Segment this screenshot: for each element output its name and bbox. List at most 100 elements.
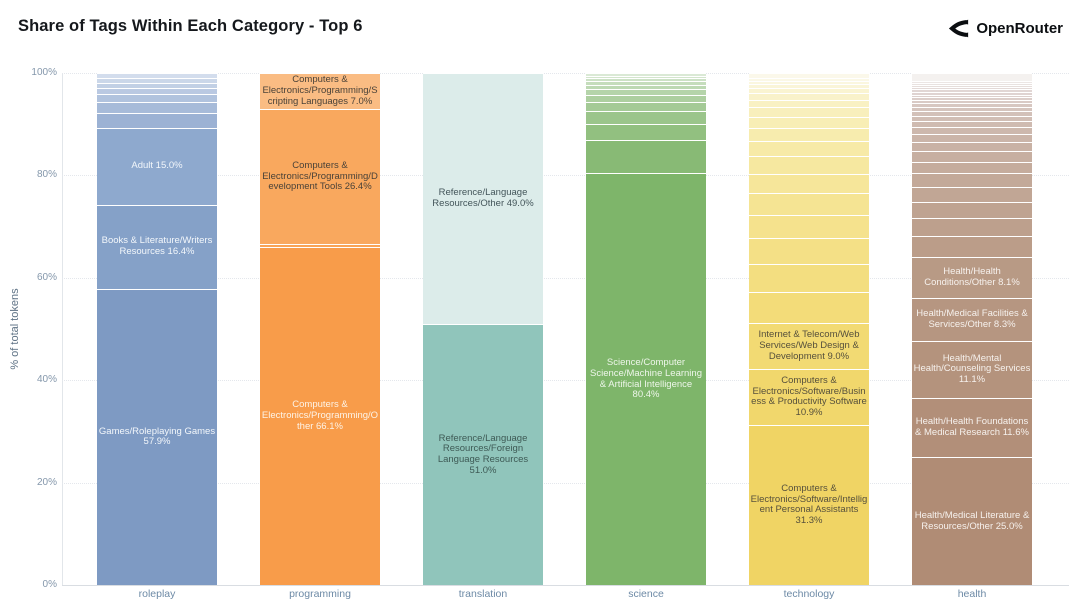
bar-segment[interactable]: Adult 15.0% [97, 127, 217, 205]
bar-segment[interactable]: Science/Computer Science/Machine Learnin… [586, 173, 706, 585]
bar-segment[interactable] [912, 133, 1032, 143]
bar-segment[interactable]: Computers & Electronics/Programming/Othe… [260, 246, 380, 585]
segment-label: Health/Health Foundations & Medical Rese… [915, 416, 1029, 438]
bar-segment[interactable] [97, 87, 217, 94]
brand-name: OpenRouter [976, 20, 1063, 37]
bar-segment[interactable]: Health/Mental Health/Counseling Services… [912, 340, 1032, 398]
bar-segment[interactable] [97, 113, 217, 128]
bar-segment[interactable] [912, 186, 1032, 202]
bar-segment[interactable] [586, 78, 706, 82]
bar-segment[interactable]: Games/Roleplaying Games 57.9% [97, 288, 217, 585]
bar-segment[interactable] [749, 263, 869, 293]
bar-segment[interactable] [912, 85, 1032, 88]
bar-segment[interactable]: Health/Health Foundations & Medical Rese… [912, 397, 1032, 457]
bar-segment[interactable] [97, 73, 217, 79]
bar-segment[interactable] [912, 217, 1032, 237]
bar-segment[interactable] [912, 110, 1032, 116]
bar-segment[interactable] [912, 97, 1032, 101]
bar-segment[interactable] [749, 80, 869, 85]
bar-segment[interactable]: Health/Health Conditions/Other 8.1% [912, 256, 1032, 299]
y-axis-title: % of total tokens [9, 288, 21, 370]
gridline [62, 277, 1069, 279]
bar-segment[interactable] [586, 95, 706, 103]
bar-segment[interactable] [912, 73, 1032, 82]
bar-segment[interactable] [912, 161, 1032, 174]
bar-segment[interactable] [97, 78, 217, 83]
bar-segment[interactable] [749, 214, 869, 239]
y-tick-label: 20% [36, 476, 57, 488]
bar-segment[interactable]: Books & Literature/Writers Resources 16.… [97, 204, 217, 289]
bar-segment[interactable] [749, 238, 869, 264]
segment-label: Adult 15.0% [131, 160, 183, 172]
bar-segment[interactable] [586, 84, 706, 90]
bar-segment[interactable] [97, 101, 217, 114]
bar-segment[interactable] [912, 89, 1032, 92]
y-tick-label: 80% [36, 169, 57, 181]
segment-label: Computers & Electronics/Programming/Othe… [261, 399, 379, 432]
bar-segment[interactable] [749, 77, 869, 81]
bar-segment[interactable] [749, 107, 869, 117]
bar-segment[interactable] [912, 100, 1032, 104]
bar-segment[interactable] [586, 123, 706, 141]
bar-segment[interactable] [749, 73, 869, 78]
bar-segment[interactable] [97, 82, 217, 88]
bar-segment[interactable] [586, 73, 706, 76]
bar-segment[interactable] [749, 88, 869, 94]
bar-segment[interactable]: Reference/Language Resources/Other 49.0% [423, 73, 543, 324]
bar-segment[interactable] [749, 99, 869, 108]
bar-segment[interactable]: Reference/Language Resources/Foreign Lan… [423, 323, 543, 585]
bar-segment[interactable] [586, 111, 706, 124]
bar-segment[interactable] [586, 81, 706, 85]
bar-segment[interactable]: Computers & Electronics/Software/Busines… [749, 368, 869, 425]
bar-segment[interactable] [749, 193, 869, 215]
bar-segment[interactable]: Health/Medical Literature & Resources/Ot… [912, 457, 1032, 585]
bar-segment[interactable] [912, 126, 1032, 134]
gridline [62, 175, 1069, 177]
bar-segment[interactable]: Computers & Electronics/Programming/Deve… [260, 108, 380, 245]
x-axis-labels: roleplay programming translation science tec… [62, 588, 1069, 604]
bar-segment[interactable] [749, 127, 869, 142]
bar-segment[interactable] [749, 292, 869, 323]
bar-segment[interactable] [912, 236, 1032, 257]
bar-segment[interactable] [749, 173, 869, 194]
bar-segment[interactable] [912, 142, 1032, 152]
bar-segment[interactable] [912, 81, 1032, 84]
bar-segment[interactable] [912, 87, 1032, 90]
bar-segment[interactable] [912, 115, 1032, 121]
bar-segment[interactable] [912, 106, 1032, 111]
x-axis-label: translation [458, 588, 508, 600]
bar-translation[interactable]: Reference/Language Resources/Foreign Lan… [423, 73, 543, 585]
bar-segment[interactable]: Health/Medical Facilities & Services/Oth… [912, 298, 1032, 341]
bar-segment[interactable] [749, 156, 869, 174]
bar-technology[interactable]: Computers & Electronics/Software/Intelli… [749, 73, 869, 585]
bar-segment[interactable] [912, 91, 1032, 95]
bar-segment[interactable] [749, 93, 869, 100]
bar-segment[interactable] [912, 173, 1032, 187]
bar-segment[interactable]: Computers & Electronics/Software/Intelli… [749, 424, 869, 585]
bar-segment[interactable] [912, 103, 1032, 107]
segment-label: Health/Mental Health/Counseling Services… [913, 352, 1031, 385]
bar-segment[interactable] [912, 83, 1032, 86]
bar-segment[interactable] [912, 94, 1032, 98]
bar-segment[interactable] [749, 116, 869, 128]
segment-label: Games/Roleplaying Games 57.9% [98, 425, 216, 448]
bar-segment[interactable] [912, 120, 1032, 127]
bar-segment[interactable]: Computers & Electronics/Programming/Scri… [260, 73, 380, 109]
bar-segment[interactable] [749, 141, 869, 157]
bar-programming[interactable]: Computers & Electronics/Programming/Othe… [260, 73, 380, 585]
bar-segment[interactable] [586, 89, 706, 96]
bar-segment[interactable] [749, 84, 869, 89]
bar-segment[interactable] [912, 151, 1032, 162]
bar-segment[interactable] [586, 140, 706, 174]
bar-roleplay[interactable]: Games/Roleplaying Games 57.9% Books & Lit… [97, 73, 217, 585]
bar-health[interactable]: Health/Medical Literature & Resources/Ot… [912, 73, 1032, 585]
bar-science[interactable]: Science/Computer Science/Machine Learnin… [586, 73, 706, 585]
bar-segment[interactable] [97, 94, 217, 102]
bar-segment[interactable] [912, 201, 1032, 218]
bar-segment[interactable] [260, 244, 380, 247]
x-axis-label: science [628, 588, 664, 600]
bar-segment[interactable]: Internet & Telecom/Web Services/Web Desi… [749, 322, 869, 369]
bar-segment[interactable] [586, 75, 706, 79]
segment-label: Science/Computer Science/Machine Learnin… [590, 357, 702, 401]
bar-segment[interactable] [586, 102, 706, 112]
